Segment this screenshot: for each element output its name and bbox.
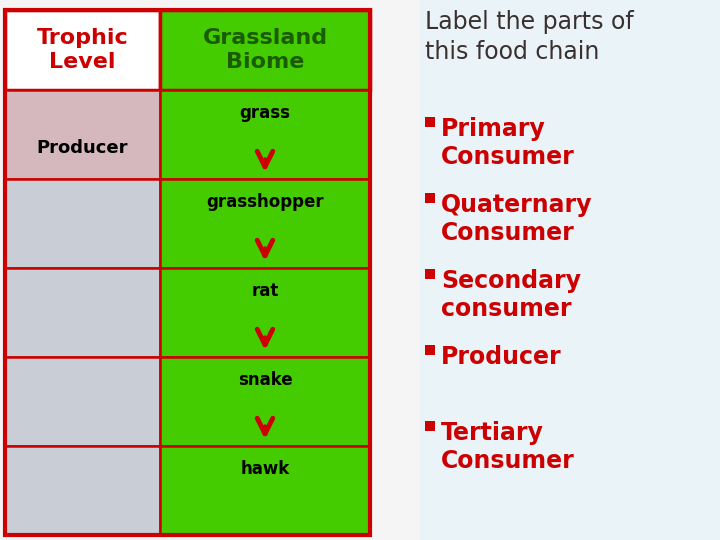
Text: Quaternary
Consumer: Quaternary Consumer [441,193,593,245]
Text: Trophic
Level: Trophic Level [37,29,128,72]
Bar [0,0,420,540]
Ellipse shape [660,132,720,188]
Bar [5,10,370,535]
Bar [425,345,435,355]
Ellipse shape [624,433,696,488]
Bar [160,179,370,268]
Text: snake: snake [238,371,292,389]
Text: rat: rat [251,282,279,300]
Text: Producer: Producer [37,139,128,157]
Bar [5,90,160,179]
Bar [425,269,435,279]
Ellipse shape [588,12,653,68]
Ellipse shape [654,229,720,291]
Ellipse shape [549,416,611,464]
Ellipse shape [548,37,612,83]
Ellipse shape [530,469,590,511]
Bar [5,10,160,90]
Text: Tertiary
Consumer: Tertiary Consumer [441,421,575,473]
Bar [5,357,160,446]
Ellipse shape [655,329,720,391]
Bar [5,179,160,268]
Ellipse shape [616,37,704,104]
Bar [160,268,370,357]
Bar [425,421,435,431]
Ellipse shape [653,481,720,539]
Ellipse shape [642,75,718,146]
Text: Grassland
Biome: Grassland Biome [202,29,328,72]
Bar [160,10,370,90]
Ellipse shape [588,441,652,498]
Bar [160,90,370,179]
Ellipse shape [635,171,705,230]
Text: Primary
Consumer: Primary Consumer [441,117,575,169]
Bar [5,446,160,535]
Text: Secondary
consumer: Secondary consumer [441,269,581,321]
Text: grasshopper: grasshopper [206,193,324,211]
Bar [160,357,370,446]
Text: hawk: hawk [240,460,289,478]
Text: Producer: Producer [441,345,562,369]
Ellipse shape [644,378,716,442]
Bar [425,193,435,203]
Ellipse shape [570,68,630,132]
Ellipse shape [629,280,690,340]
Ellipse shape [590,122,650,179]
Text: Label the parts of
this food chain: Label the parts of this food chain [425,10,634,64]
Bar [5,268,160,357]
Bar [420,0,720,540]
Ellipse shape [648,0,720,71]
Bar [160,446,370,535]
Bar [425,117,435,127]
Ellipse shape [531,97,589,143]
Text: grass: grass [240,104,290,122]
